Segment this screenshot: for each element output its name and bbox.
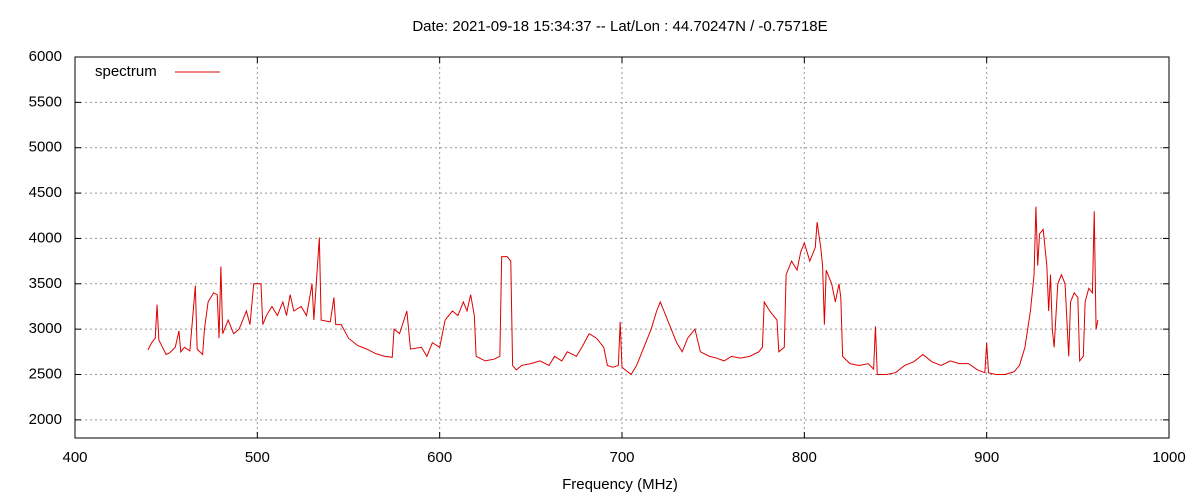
legend-label: spectrum xyxy=(95,63,157,80)
y-tick-label: 2500 xyxy=(29,365,62,382)
y-tick-label: 4000 xyxy=(29,229,62,246)
y-tick-label: 3000 xyxy=(29,320,62,337)
x-tick-label: 700 xyxy=(609,449,634,466)
x-tick-label: 500 xyxy=(245,449,270,466)
y-tick-label: 3500 xyxy=(29,275,62,292)
axes: 2000 2500 3000 3500 4000 4500 5000 5500 6000 400 5… xyxy=(29,48,1186,466)
x-tick-label: 1000 xyxy=(1152,449,1185,466)
y-tick-label: 2000 xyxy=(29,411,62,428)
x-tick-label: 400 xyxy=(62,449,87,466)
x-tick-label: 600 xyxy=(427,449,452,466)
x-tick-label: 800 xyxy=(792,449,817,466)
data-line xyxy=(147,206,1099,376)
y-tick-label: 5000 xyxy=(29,139,62,156)
x-tick-label: 900 xyxy=(974,449,999,466)
plot-area xyxy=(147,206,1099,376)
chart-title: Date: 2021-09-18 15:34:37 -- Lat/Lon : 4… xyxy=(412,18,827,35)
y-tick-label: 4500 xyxy=(29,184,62,201)
x-axis-label: Frequency (MHz) xyxy=(562,476,678,493)
y-tick-label: 5500 xyxy=(29,93,62,110)
y-tick-label: 6000 xyxy=(29,48,62,65)
